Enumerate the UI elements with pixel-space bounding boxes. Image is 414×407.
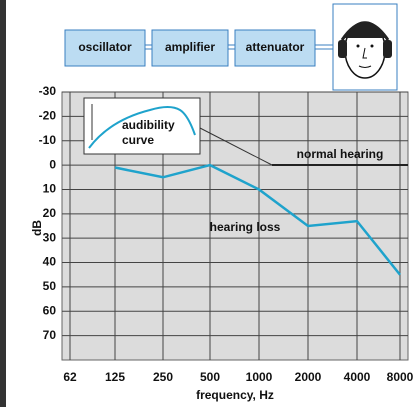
y-tick-label: 30 [43,230,57,244]
block-label: amplifier [165,40,215,54]
inset-label: audibility [122,118,175,132]
left-edge [0,0,6,407]
block-label: oscillator [78,40,132,54]
x-tick-label: 8000 [387,370,414,384]
head-icon [333,4,397,90]
y-tick-label: 20 [43,206,57,220]
x-tick-label: 125 [105,370,125,384]
x-tick-label: 250 [153,370,173,384]
y-tick-label: -20 [39,109,57,123]
y-tick-label: -10 [39,133,57,147]
x-tick-label: 1000 [246,370,273,384]
y-tick-label: 60 [43,303,57,317]
x-tick-label: 4000 [344,370,371,384]
y-tick-label: 0 [49,157,56,171]
audiogram-figure: oscillator amplifier attenuator audibili… [0,0,414,407]
x-tick-label: 2000 [295,370,322,384]
y-tick-label: 70 [43,328,57,342]
block-label: attenuator [246,40,305,54]
annotation: normal hearing [297,147,384,161]
y-tick-label: -30 [39,84,57,98]
x-tick-label: 62 [63,370,77,384]
x-axis-label: frequency, Hz [196,388,274,402]
y-tick-label: 50 [43,279,57,293]
inset-label: curve [122,133,154,147]
x-tick-label: 500 [200,370,220,384]
y-tick-label: 10 [43,182,57,196]
y-tick-label: 40 [43,255,57,269]
series-label: hearing loss [210,220,281,234]
